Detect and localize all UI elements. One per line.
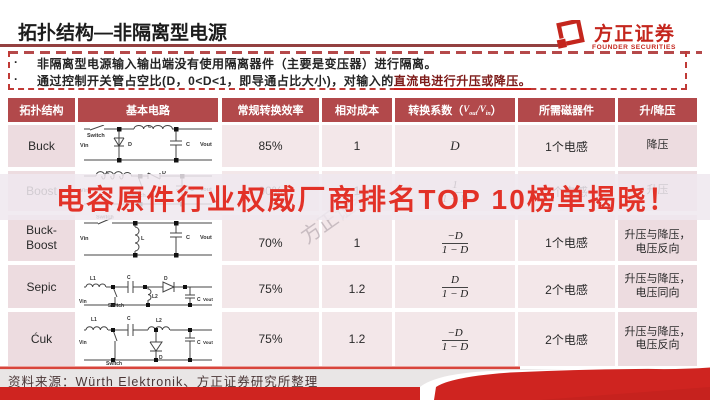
svg-text:L: L — [106, 171, 110, 176]
svg-text:Vout: Vout — [203, 297, 213, 302]
svg-text:C: C — [127, 316, 131, 322]
svg-text:C: C — [197, 340, 201, 346]
svg-text:L1: L1 — [91, 317, 97, 323]
svg-text:Vin: Vin — [80, 236, 89, 242]
svg-text:D: D — [159, 355, 163, 361]
svg-text:C: C — [127, 275, 131, 281]
svg-text:Switch: Switch — [87, 133, 105, 139]
svg-text:Vin: Vin — [80, 143, 89, 149]
svg-text:L: L — [141, 236, 145, 242]
svg-text:D: D — [164, 276, 168, 282]
svg-text:L: L — [148, 125, 152, 130]
svg-text:D: D — [162, 171, 166, 176]
svg-text:Vin: Vin — [79, 340, 87, 346]
svg-text:L2: L2 — [152, 294, 158, 300]
svg-text:C: C — [186, 235, 190, 241]
svg-text:C: C — [186, 142, 190, 148]
svg-text:Switch: Switch — [108, 303, 124, 308]
svg-text:Vout: Vout — [203, 340, 213, 345]
svg-text:L2: L2 — [156, 318, 162, 324]
svg-text:Vout: Vout — [200, 142, 212, 148]
svg-text:Vout: Vout — [200, 235, 212, 241]
svg-text:C: C — [197, 297, 201, 303]
svg-text:L1: L1 — [90, 276, 96, 282]
svg-text:Switch: Switch — [106, 361, 122, 366]
svg-text:D: D — [128, 142, 132, 148]
svg-text:Vin: Vin — [79, 299, 87, 305]
